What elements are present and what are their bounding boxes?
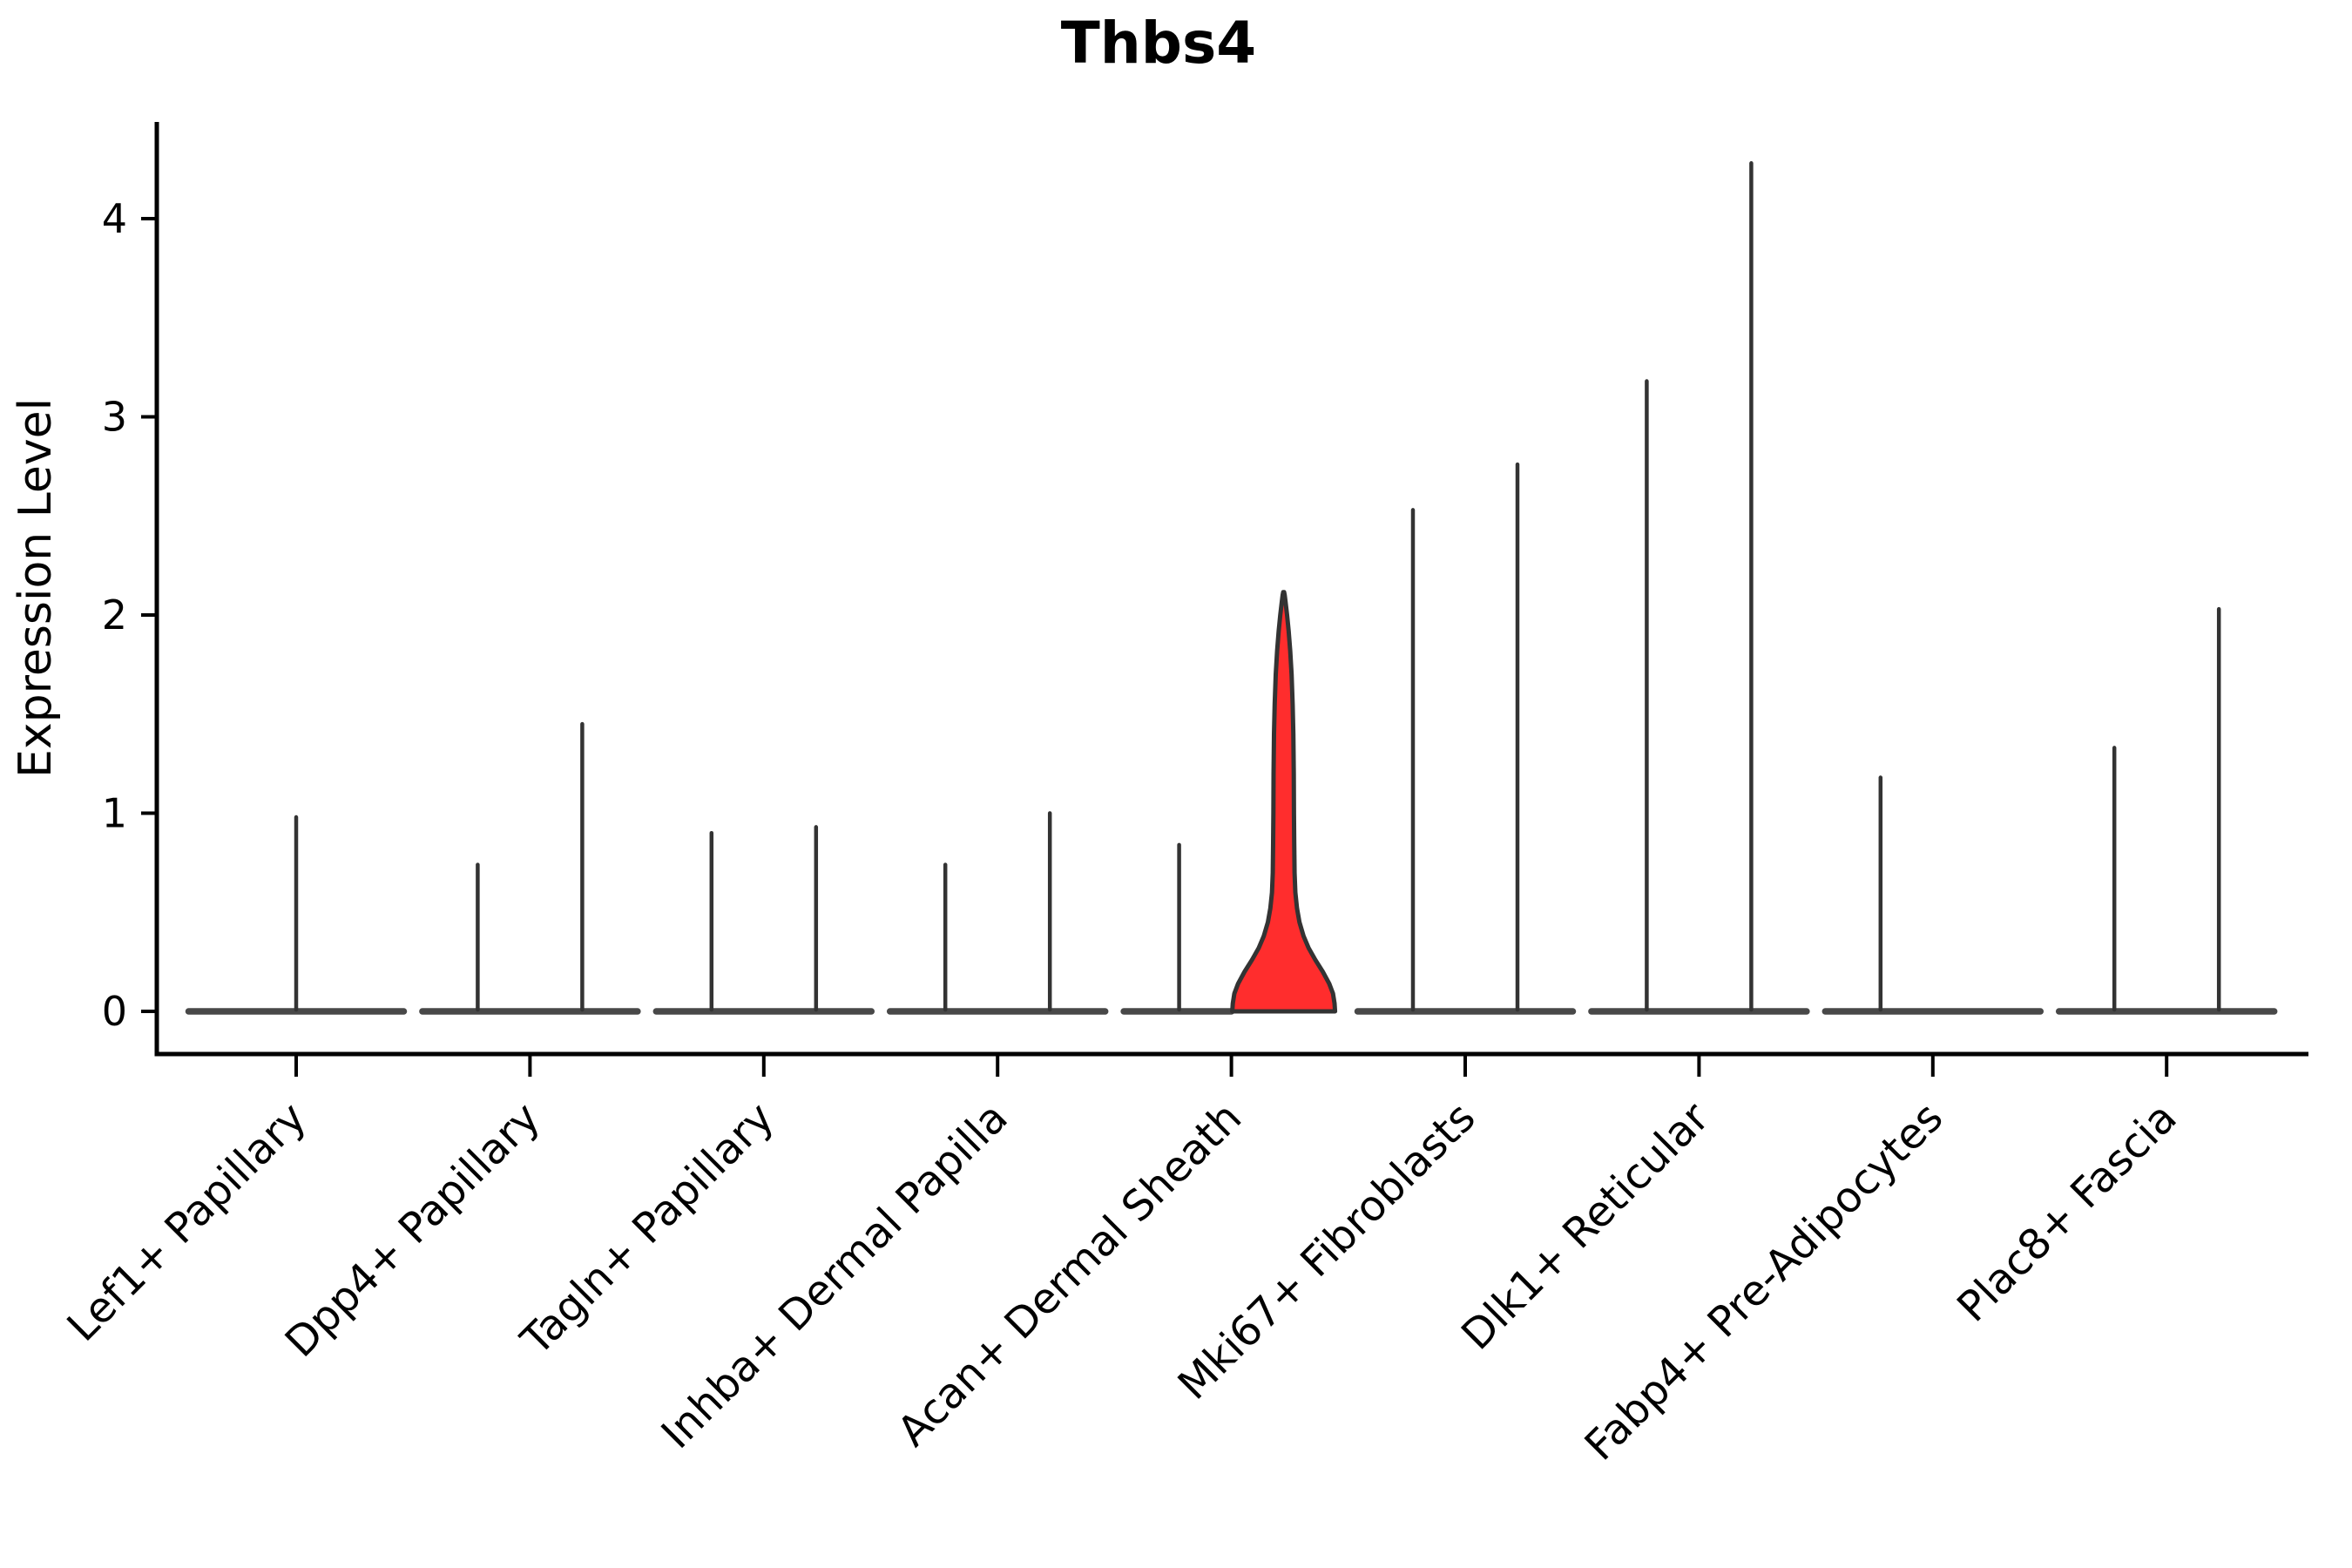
y-tick-label: 1 <box>102 790 127 837</box>
chart-title: Thbs4 <box>1061 10 1256 77</box>
y-tick-label: 3 <box>102 394 127 441</box>
highlighted-violin <box>1230 590 1338 1014</box>
y-tick-label: 2 <box>102 591 127 639</box>
category-label: Tagln+ Papillary <box>511 1093 783 1365</box>
y-tick-label: 4 <box>102 195 127 242</box>
category-label: Dlk1+ Reticular <box>1452 1093 1719 1360</box>
axes-layer <box>141 122 2308 1077</box>
category-label: Dpp4+ Papillary <box>276 1093 550 1367</box>
y-tick-label: 0 <box>102 988 127 1035</box>
y-axis-label: Expression Level <box>10 398 62 778</box>
violins-layer <box>185 161 2278 1015</box>
category-label: Lef1+ Papillary <box>58 1093 316 1351</box>
category-label: Plac8+ Fascia <box>1948 1093 2186 1332</box>
